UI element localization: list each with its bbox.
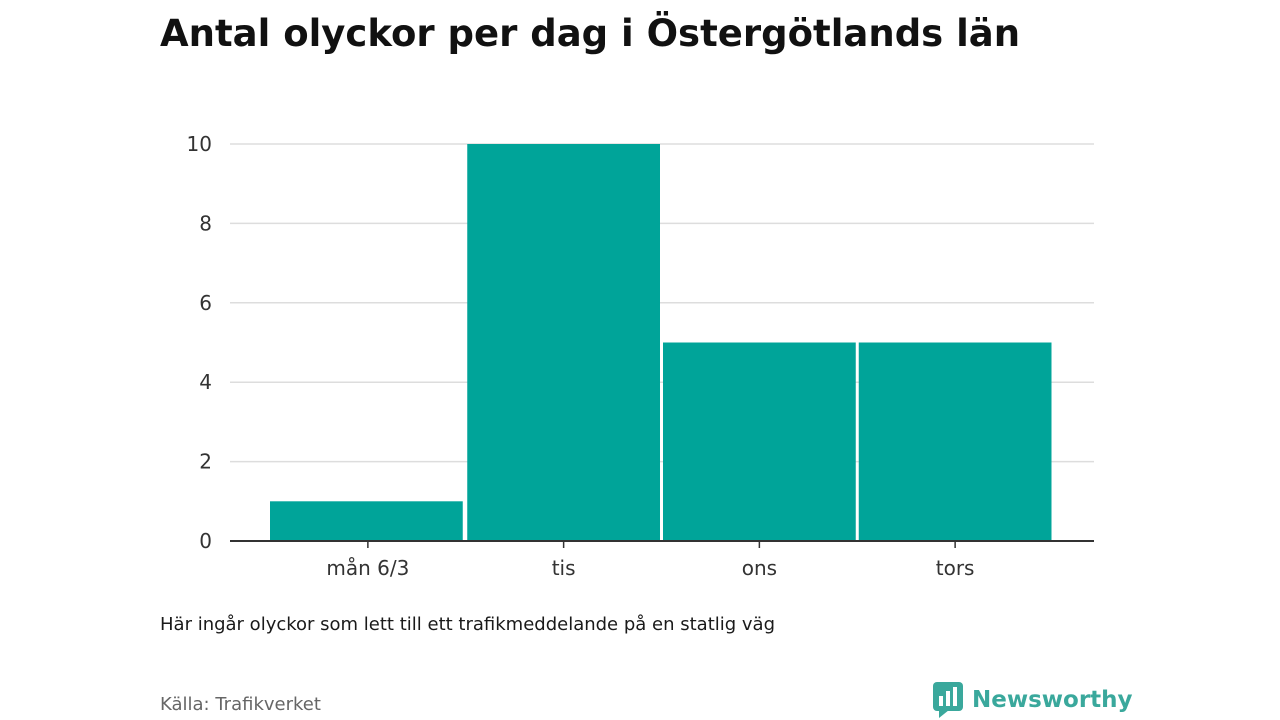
newsworthy-logo-icon bbox=[933, 682, 963, 718]
y-tick-label: 6 bbox=[199, 291, 212, 315]
brand-name: Newsworthy bbox=[972, 687, 1133, 713]
y-tick-label: 8 bbox=[199, 211, 212, 235]
x-tick-label: ons bbox=[742, 556, 777, 580]
newsworthy-logo: Newsworthy bbox=[933, 682, 1133, 718]
x-tick-label: tors bbox=[936, 556, 975, 580]
y-tick-label: 4 bbox=[199, 370, 212, 394]
y-tick-label: 2 bbox=[199, 450, 212, 474]
chart-title: Antal olyckor per dag i Östergötlands lä… bbox=[160, 12, 1021, 55]
x-tick-label: mån 6/3 bbox=[326, 556, 409, 580]
bar bbox=[663, 342, 856, 541]
chart-note: Här ingår olyckor som lett till ett traf… bbox=[160, 614, 776, 635]
bar bbox=[270, 501, 463, 541]
y-tick-label: 10 bbox=[187, 132, 212, 156]
bar-chart: 0 2 4 6 8 10 mån 6/3 tis ons tors bbox=[187, 132, 1094, 580]
bar bbox=[858, 342, 1052, 541]
axes: 0 2 4 6 8 10 mån 6/3 tis ons tors bbox=[187, 132, 1094, 580]
source-credit: Källa: Trafikverket bbox=[160, 694, 321, 715]
bars bbox=[270, 144, 1052, 541]
bar bbox=[467, 144, 660, 541]
x-tick-label: tis bbox=[552, 556, 576, 580]
y-tick-label: 0 bbox=[199, 529, 212, 553]
